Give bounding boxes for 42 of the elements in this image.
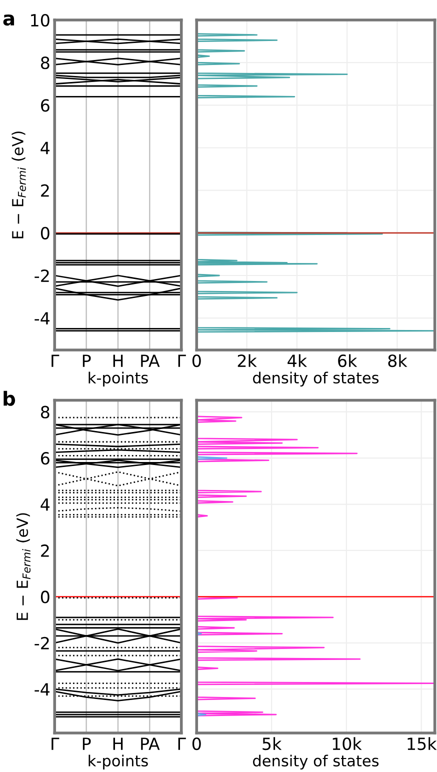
y-tick-label: 2 [41,184,49,197]
y-tick-label: 0 [40,226,50,240]
y-axis-title: E − E$_{Fermi}$ (eV) [16,513,31,620]
x-tick-label: 0 [192,737,201,750]
x-tick-label: 8k [388,354,408,368]
y-tick-label: 6 [41,99,50,112]
x-tick-label: P [82,738,91,750]
x-tick-label: 6k [338,354,358,368]
x-tick-label: 5k [262,737,282,750]
y-tick-label: 0 [40,590,50,604]
y-tick-label: -4 [34,312,50,324]
x-tick-label: H [113,354,123,367]
y-tick-label: -4 [34,683,50,696]
y-tick-label: -2 [34,636,49,650]
x-axis-title: k-points [88,372,148,386]
x-tick-label: 2k [238,354,257,367]
y-tick-label: 2 [41,544,49,557]
x-axis-title: k-points [88,754,148,770]
x-axis-title: density of states [253,754,379,770]
x-tick-label: 4k [288,354,308,367]
x-tick-label: Γ [52,738,60,750]
y-tick-label: 4 [40,142,50,154]
x-tick-label: Γ [178,354,186,367]
x-tick-label: 0 [192,354,201,368]
x-tick-label: H [113,738,123,750]
y-tick-label: 8 [40,56,50,70]
text: b [4,390,16,406]
x-tick-label: Γ [52,354,60,367]
x-tick-label: Γ [178,738,186,750]
x-tick-label: PA [141,738,160,750]
y-tick-label: 8 [40,406,50,418]
x-axis-title: density of states [253,372,379,386]
x-tick-label: 10k [332,737,362,750]
x-tick-label: 15k [408,737,437,750]
y-tick-label: -2 [34,269,49,282]
x-tick-label: PA [141,354,160,367]
x-tick-label: P [82,354,91,367]
y-tick-label: 10 [31,14,50,27]
text: a [3,14,14,26]
y-tick-label: 4 [40,498,50,511]
y-tick-label: 6 [41,452,50,465]
y-axis-title: E − E$_{Fermi}$ (eV) [12,132,26,238]
